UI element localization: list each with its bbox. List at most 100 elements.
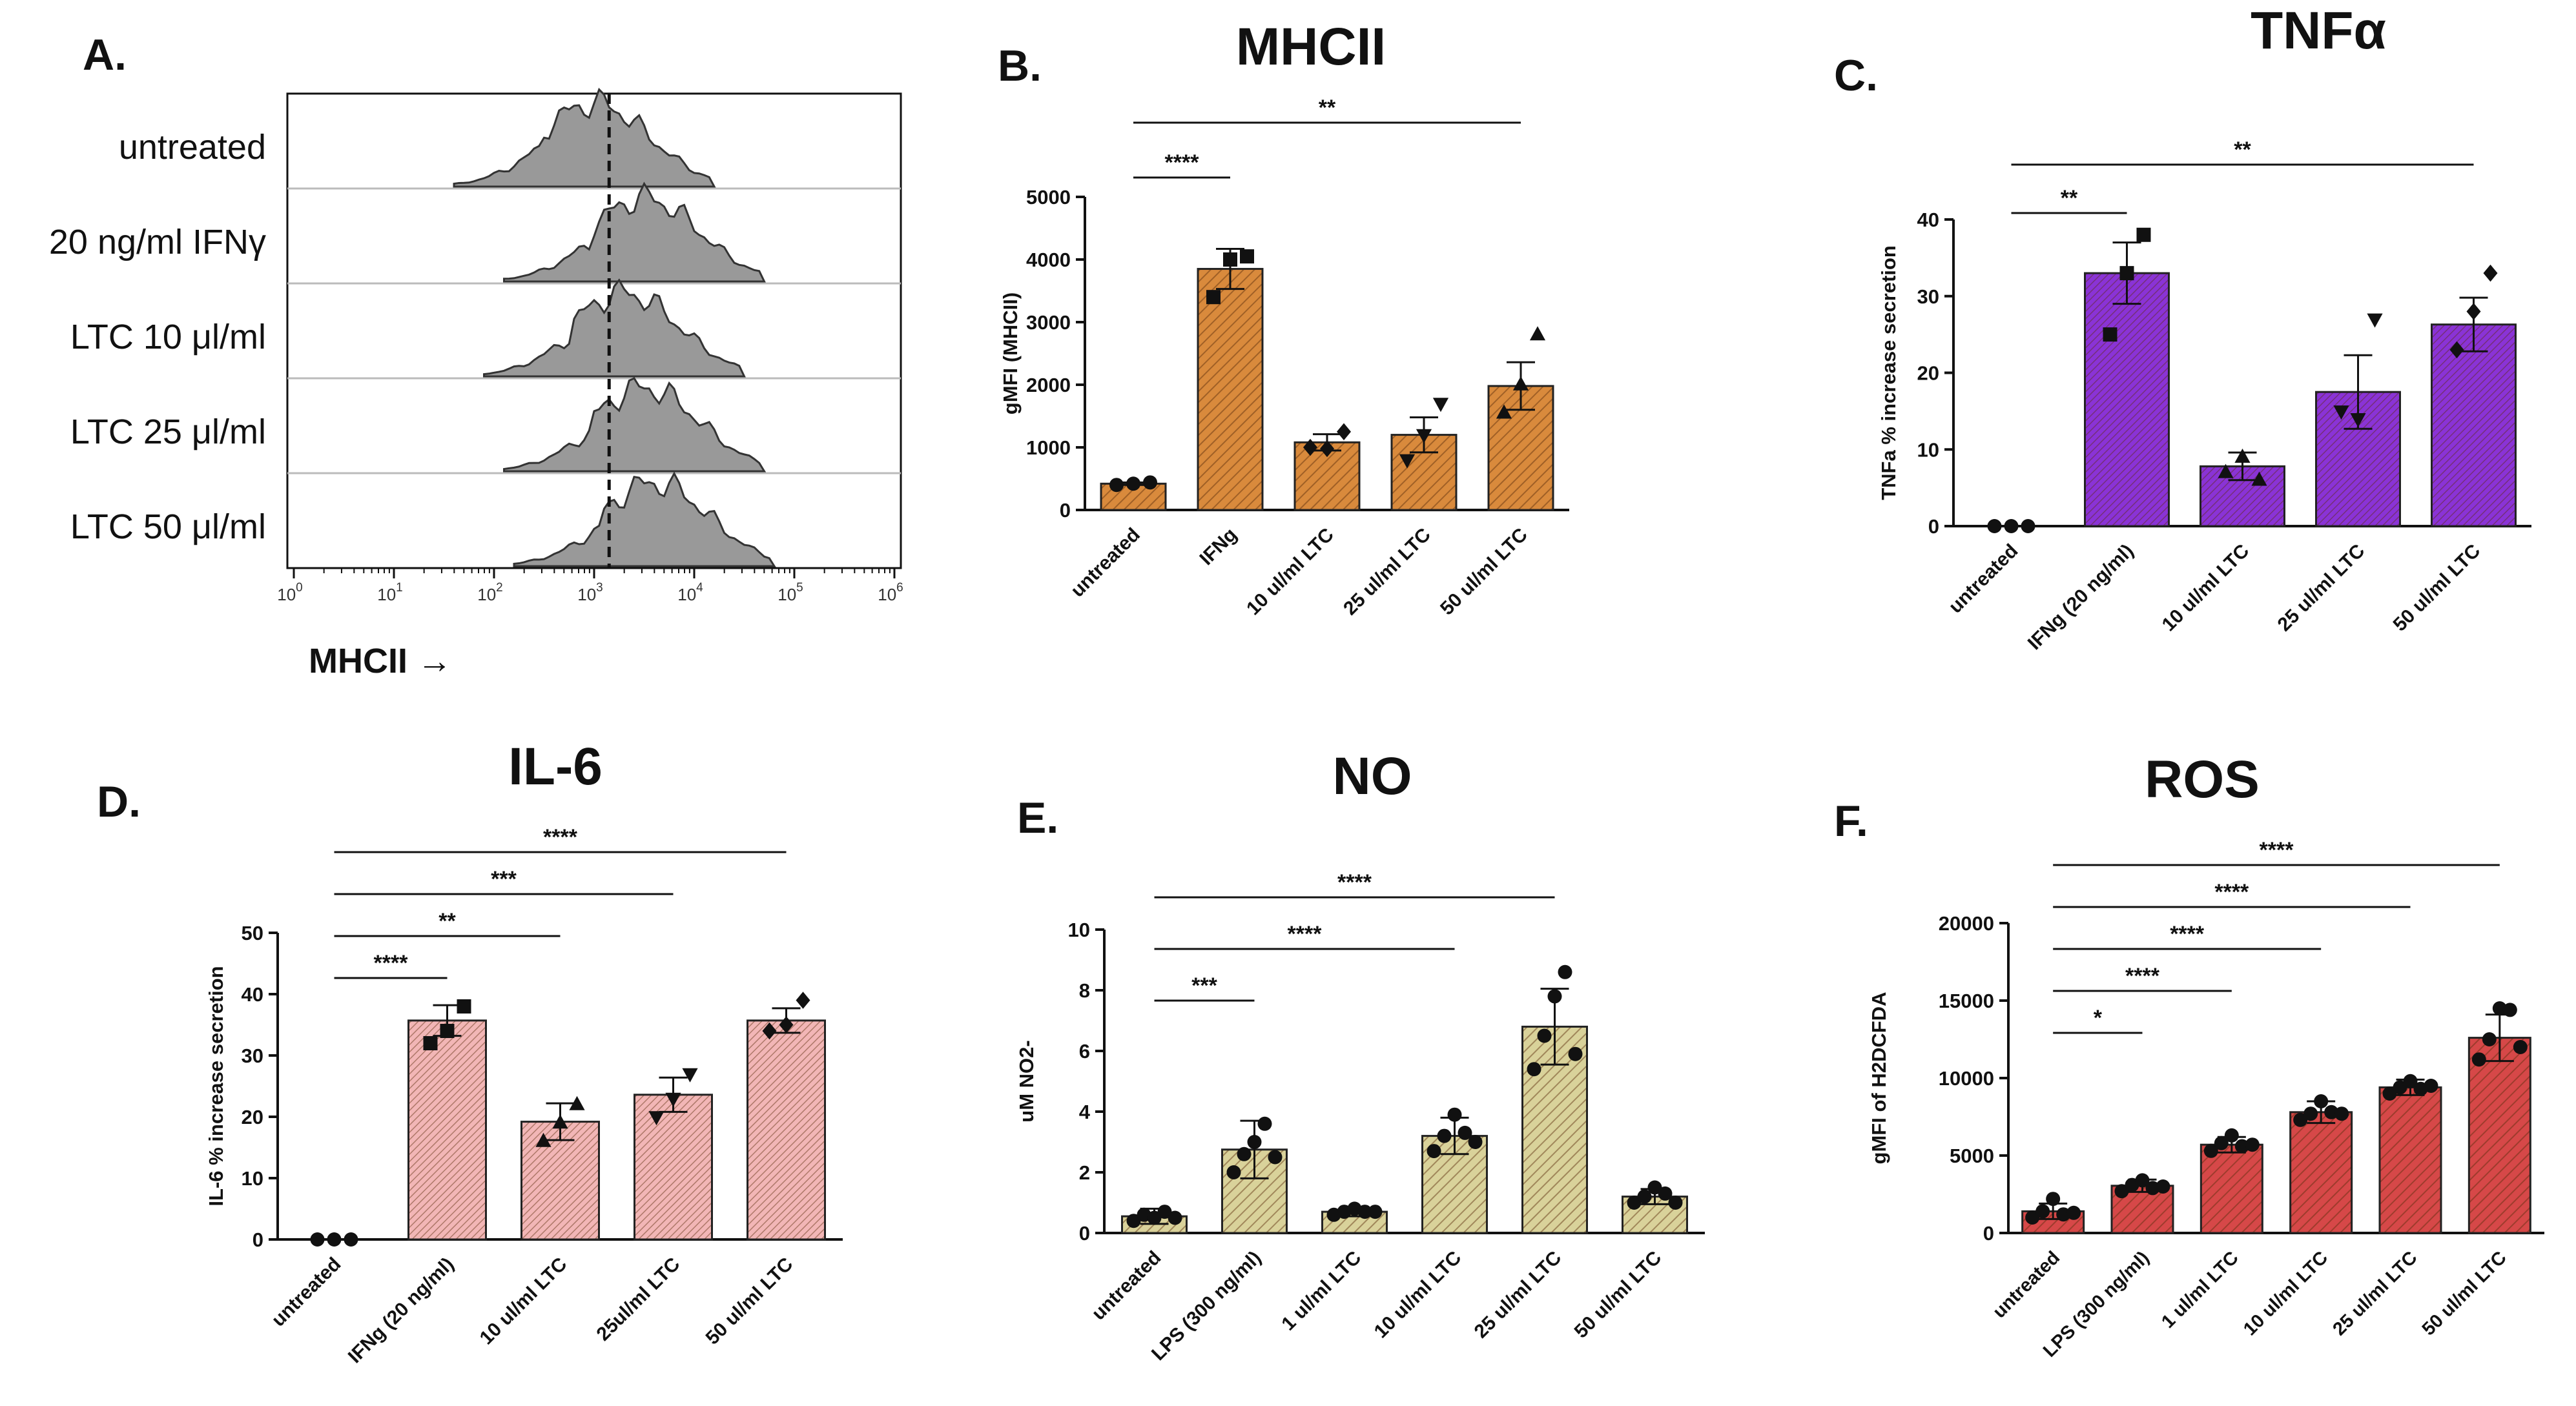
- y-axis-label: gMFI (MHCII): [999, 292, 1022, 414]
- data-point: [1437, 1128, 1452, 1143]
- y-tick-label: 15000: [1939, 990, 1994, 1012]
- category-label: untreated: [1067, 524, 1144, 602]
- data-point: [2350, 413, 2366, 427]
- y-tick-label: 10000: [1939, 1067, 1994, 1090]
- data-point: [2466, 303, 2481, 320]
- bar: [2200, 1143, 2263, 1234]
- category-label: 50 ul/ml LTC: [2389, 540, 2485, 636]
- bar: [747, 1019, 826, 1241]
- category-label: 1 ul/ml LTC: [2158, 1247, 2243, 1332]
- category-label: untreated: [267, 1254, 345, 1331]
- data-point: [2483, 264, 2498, 282]
- data-point: [1303, 438, 1317, 456]
- x-tick-label: 105: [778, 581, 803, 604]
- panel-label: A.: [83, 30, 127, 79]
- category-label: 25 ul/ml LTC: [2329, 1247, 2421, 1340]
- bar: [407, 1019, 487, 1241]
- panel-label: C.: [1834, 51, 1878, 100]
- y-tick-label: 30: [242, 1044, 263, 1067]
- data-point: [1637, 1189, 1652, 1204]
- significance-label: ****: [1288, 922, 1323, 946]
- category-label: 10 ul/ml LTC: [1242, 524, 1338, 620]
- data-point: [2471, 1052, 2486, 1067]
- data-point: [310, 1232, 325, 1247]
- data-point: [2004, 519, 2019, 533]
- data-point: [2103, 327, 2117, 342]
- data-point: [2224, 1128, 2239, 1143]
- data-point: [2333, 405, 2349, 420]
- data-point: [665, 1092, 681, 1107]
- category-label: 50 ul/ml LTC: [1571, 1247, 1666, 1343]
- data-point: [1157, 1205, 1172, 1219]
- data-point: [2025, 1210, 2040, 1225]
- data-point: [2214, 1136, 2229, 1150]
- data-point: [1668, 1196, 1683, 1210]
- data-point: [2119, 266, 2134, 281]
- data-point: [2203, 1143, 2218, 1158]
- category-label: 10 ul/ml LTC: [2240, 1247, 2332, 1340]
- panel-c-tnfa-chart: C. TNFα 0 10 20 30 40 TNFa % increase secretion…: [1834, 1, 2531, 654]
- data-point: [2156, 1179, 2170, 1194]
- category-label: 1 ul/ml LTC: [1277, 1247, 1365, 1335]
- bar: [1197, 268, 1264, 511]
- data-point: [2403, 1074, 2418, 1088]
- category-label: 25 ul/ml LTC: [2274, 540, 2369, 636]
- y-tick-label: 2: [1079, 1161, 1090, 1184]
- chart-title: NO: [1333, 747, 1412, 806]
- significance-label: **: [2061, 186, 2078, 210]
- x-tick-label: 101: [377, 581, 403, 604]
- significance-label: ****: [2214, 880, 2249, 904]
- data-point: [1126, 1214, 1141, 1228]
- bar: [2289, 1111, 2353, 1234]
- data-point: [2135, 1173, 2150, 1188]
- chart-title: TNFα: [2251, 1, 2386, 60]
- panel-a-histogram: A. untreated 20 ng/ml IFNγ LTC 10 μl/ml LTC …: [49, 30, 903, 680]
- histogram-row-label: LTC 25 μl/ml: [70, 413, 266, 451]
- y-tick-label: 6: [1079, 1040, 1090, 1063]
- data-point: [2424, 1079, 2438, 1093]
- x-tick-base: 10: [878, 585, 896, 604]
- category-label: IFNg: [1195, 524, 1241, 569]
- chart-title: IL-6: [508, 737, 603, 796]
- data-point: [1627, 1196, 1642, 1210]
- data-point: [2513, 1040, 2528, 1054]
- y-tick-label: 5000: [1026, 186, 1071, 209]
- data-point: [2035, 1204, 2050, 1219]
- x-tick-exponent: 3: [596, 581, 603, 595]
- y-tick-label: 40: [242, 983, 263, 1006]
- data-point: [2334, 1106, 2349, 1121]
- data-point: [1257, 1116, 1272, 1131]
- data-point: [2234, 448, 2251, 463]
- significance-label: ****: [1165, 150, 1200, 175]
- category-label: 50 ul/ml LTC: [702, 1254, 798, 1349]
- category-label: LPS (300 ng/ml): [1148, 1247, 1265, 1365]
- panel-f-ros-chart: F. ROS 0 5000 10000 15000 20000 gMFI of H2DCFDA…: [1834, 750, 2544, 1361]
- y-tick-label: 4000: [1026, 249, 1071, 271]
- category-label: 10 ul/ml LTC: [2158, 540, 2254, 636]
- x-tick-label: 102: [477, 581, 503, 604]
- histogram-row-label: untreated: [119, 128, 266, 167]
- y-tick-label: 0: [1079, 1222, 1090, 1245]
- data-point: [2449, 341, 2464, 359]
- data-point: [327, 1232, 342, 1247]
- y-tick-label: 40: [1917, 209, 1939, 231]
- significance-label: **: [438, 909, 456, 933]
- data-point: [1368, 1205, 1383, 1219]
- data-point: [1568, 1046, 1583, 1061]
- data-point: [2367, 313, 2383, 328]
- panel-label: E.: [1017, 793, 1058, 842]
- significance-label: ****: [1337, 870, 1372, 895]
- x-tick-label: 106: [878, 581, 903, 604]
- y-tick-label: 0: [252, 1228, 263, 1251]
- data-point: [2293, 1112, 2308, 1127]
- y-tick-label: 10: [242, 1167, 263, 1190]
- data-point: [423, 1036, 438, 1050]
- significance-label: **: [2234, 138, 2251, 162]
- category-label: IFNg (20 ng/ml): [2024, 540, 2138, 655]
- data-point: [2482, 1032, 2497, 1046]
- histogram-distribution: [513, 471, 776, 567]
- panel-d-il6-chart: D. IL-6 0 10 20 30 40 50 IL-6 % increase secreti…: [97, 737, 843, 1367]
- category-label: 25 ul/ml LTC: [1339, 524, 1435, 620]
